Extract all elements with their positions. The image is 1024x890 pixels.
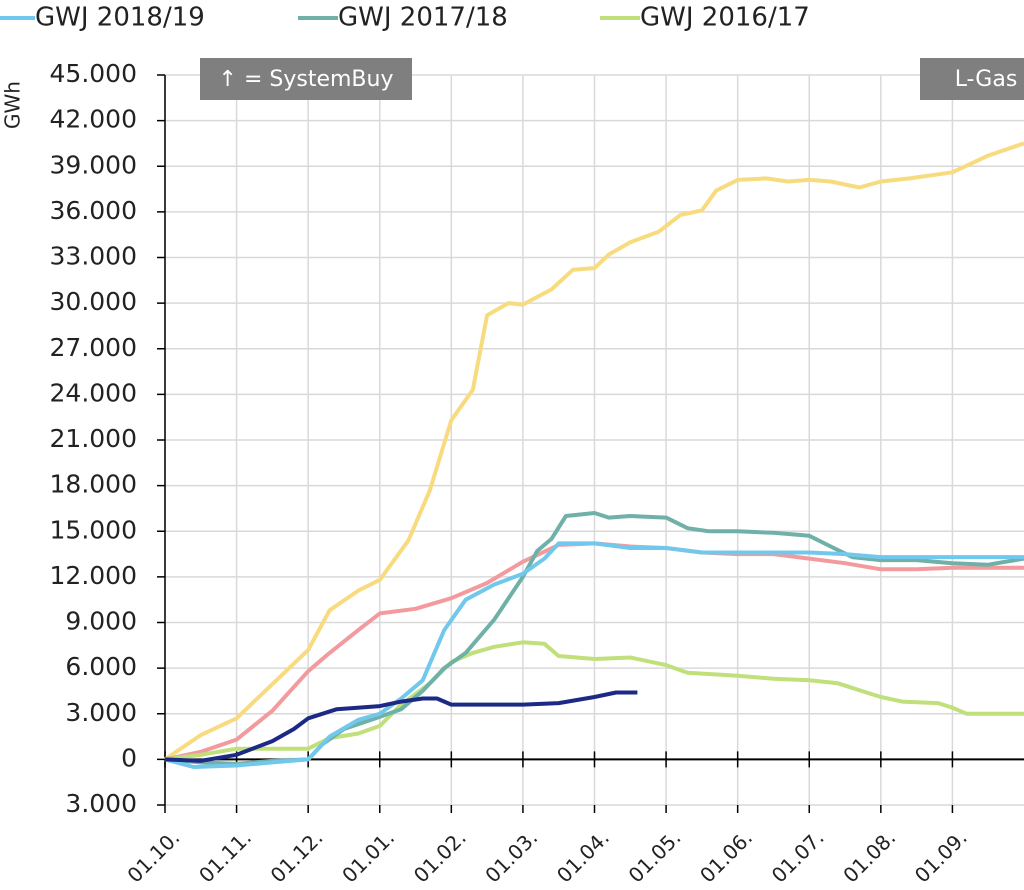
y-tick-label: 30.000 xyxy=(50,287,137,316)
y-tick-label: 3.000 xyxy=(65,789,137,818)
y-tick-label: 0 xyxy=(121,743,137,772)
annotation-background xyxy=(920,58,1024,100)
y-tick-label: 24.000 xyxy=(50,378,137,407)
y-tick-label: 18.000 xyxy=(50,470,137,499)
series-line xyxy=(163,141,1024,762)
x-tick-label: 01.04. xyxy=(552,825,614,886)
y-tick-label: 3.000 xyxy=(65,698,137,727)
x-tick-label: 01.03. xyxy=(480,825,542,886)
annotation-box: L-Gas xyxy=(920,58,1024,100)
y-axis-label: GWh xyxy=(1,81,25,129)
y-tick-label: 12.000 xyxy=(50,561,137,590)
x-tick-label: 01.01. xyxy=(337,825,399,886)
series-line xyxy=(164,690,638,763)
x-tick-label: 01.10. xyxy=(122,825,184,886)
x-tick-label: 01.05. xyxy=(624,825,686,886)
y-tick-label: 33.000 xyxy=(50,242,137,271)
y-tick-label: 39.000 xyxy=(50,150,137,179)
annotation: ↑ = SystemBuy xyxy=(219,67,394,92)
x-tick-label: 01.02. xyxy=(409,825,471,886)
legend-label: GWJ 2018/19 xyxy=(35,3,205,33)
annotation: L-Gas xyxy=(955,67,1018,92)
x-tick-label: 01.11. xyxy=(194,825,256,886)
x-tick-label: 01.07. xyxy=(767,825,829,886)
y-tick-label: 27.000 xyxy=(50,333,137,362)
y-tick-label: 15.000 xyxy=(50,515,137,544)
x-tick-label: 01.09. xyxy=(910,825,972,886)
y-tick-label: 42.000 xyxy=(50,105,137,134)
annotation-box: ↑ = SystemBuy xyxy=(200,58,412,100)
y-tick-label: 36.000 xyxy=(50,196,137,225)
legend-label: GWJ 2017/18 xyxy=(338,3,508,33)
y-tick-label: 6.000 xyxy=(65,652,137,681)
annotation-background xyxy=(200,58,412,100)
x-tick-label: 01.12. xyxy=(266,825,328,886)
x-tick-label: 01.08. xyxy=(838,825,900,886)
legend-label: GWJ 2016/17 xyxy=(640,3,810,33)
series-line xyxy=(164,541,1024,769)
x-tick-label: 01.06. xyxy=(695,825,757,886)
y-tick-label: 21.000 xyxy=(50,424,137,453)
y-tick-label: 45.000 xyxy=(50,59,137,88)
y-tick-label: 9.000 xyxy=(65,607,137,636)
